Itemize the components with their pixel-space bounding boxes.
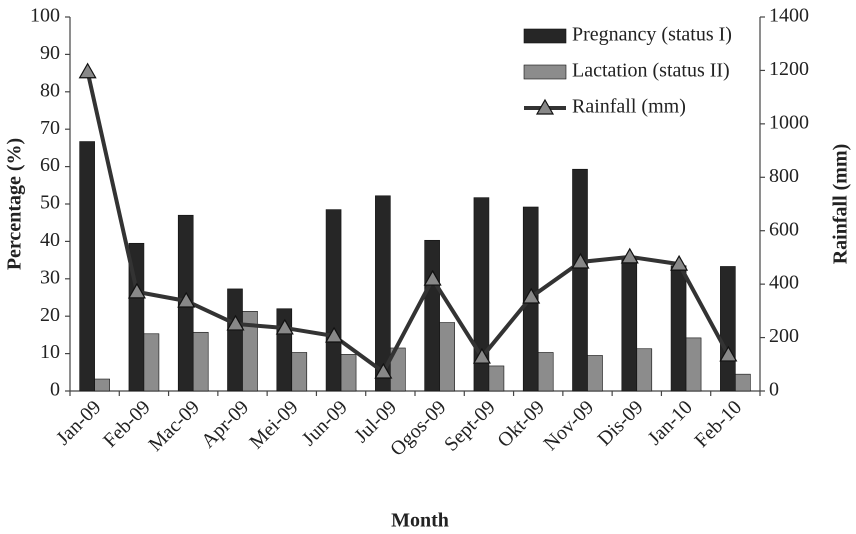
y-tick-label: 50 bbox=[40, 192, 60, 214]
bar bbox=[572, 168, 588, 392]
x-tick-label: Nov-09 bbox=[540, 396, 599, 455]
marker bbox=[522, 287, 541, 304]
marker bbox=[472, 347, 491, 364]
marker bbox=[78, 62, 97, 79]
y2-tick-label: 1200 bbox=[769, 58, 809, 80]
y-tick-label: 100 bbox=[30, 5, 60, 27]
bar bbox=[340, 354, 357, 392]
marker bbox=[275, 318, 294, 335]
y-tick-label: 30 bbox=[40, 266, 60, 288]
bar bbox=[79, 141, 95, 392]
bar bbox=[439, 322, 455, 392]
bar bbox=[621, 256, 638, 392]
x-tick-label: Sept-09 bbox=[440, 396, 500, 456]
bar bbox=[473, 197, 490, 392]
marker bbox=[670, 254, 689, 271]
x-tick-label: Okt-09 bbox=[493, 396, 549, 452]
y-tick-label: 0 bbox=[50, 379, 60, 401]
y-axis-title: Percentage (%) bbox=[4, 138, 26, 270]
bar bbox=[242, 311, 258, 392]
legend-label: Lactation (status II) bbox=[572, 60, 730, 82]
legend-label: Pregnancy (status I) bbox=[572, 24, 732, 46]
bar bbox=[537, 352, 554, 392]
y-tick-label: 70 bbox=[40, 117, 60, 139]
y2-tick-label: 0 bbox=[769, 379, 779, 401]
legend-swatch bbox=[523, 64, 567, 80]
marker bbox=[571, 252, 590, 269]
y2-tick-label: 1400 bbox=[769, 5, 809, 27]
x-tick-label: Dis-09 bbox=[594, 396, 648, 450]
y2-axis-title: Rainfall (mm) bbox=[830, 144, 852, 265]
bar bbox=[587, 355, 603, 392]
bar bbox=[192, 331, 209, 392]
bar bbox=[291, 352, 308, 392]
legend-marker bbox=[535, 98, 555, 115]
marker bbox=[127, 282, 146, 299]
x-tick-label: Ogos-09 bbox=[386, 396, 450, 460]
y-tick-label: 90 bbox=[40, 42, 60, 64]
y2-tick-label: 200 bbox=[769, 325, 799, 347]
x-axis-title: Month bbox=[391, 510, 449, 532]
line bbox=[85, 71, 731, 376]
x-tick-label: Feb-10 bbox=[691, 396, 747, 452]
bar bbox=[325, 209, 342, 392]
bar bbox=[685, 337, 702, 392]
y-tick-label: 60 bbox=[40, 154, 60, 176]
marker bbox=[374, 362, 393, 379]
marker bbox=[423, 269, 442, 286]
y2-tick-label: 800 bbox=[769, 165, 799, 187]
bar bbox=[424, 239, 440, 392]
x-tick-label: Jan-09 bbox=[52, 396, 105, 449]
marker bbox=[177, 291, 196, 308]
bar bbox=[720, 266, 736, 392]
y2-tick-label: 400 bbox=[769, 272, 799, 294]
y2-tick-label: 600 bbox=[769, 218, 799, 240]
bar bbox=[94, 378, 110, 392]
y2-tick-label: 1000 bbox=[769, 111, 809, 133]
x-tick-label: Apr-09 bbox=[197, 396, 253, 452]
marker bbox=[325, 326, 344, 343]
bar bbox=[375, 195, 391, 392]
marker bbox=[226, 314, 245, 331]
bar bbox=[143, 333, 160, 392]
marker bbox=[620, 247, 639, 264]
legend-label: Rainfall (mm) bbox=[572, 96, 686, 118]
marker bbox=[719, 345, 738, 362]
legend-swatch bbox=[523, 28, 567, 44]
y-tick-label: 10 bbox=[40, 341, 60, 363]
bar bbox=[636, 348, 653, 392]
bar bbox=[670, 265, 687, 392]
x-tick-label: Jun-09 bbox=[298, 396, 352, 450]
x-tick-label: Mei-09 bbox=[245, 396, 302, 453]
y-tick-label: 80 bbox=[40, 79, 60, 101]
bar bbox=[735, 373, 751, 392]
bar bbox=[488, 365, 505, 392]
y-tick-label: 40 bbox=[40, 229, 60, 251]
x-tick-label: Mac-09 bbox=[144, 396, 204, 456]
y-tick-label: 20 bbox=[40, 304, 60, 326]
bar bbox=[227, 288, 243, 392]
x-tick-label: Jan-10 bbox=[644, 396, 697, 449]
